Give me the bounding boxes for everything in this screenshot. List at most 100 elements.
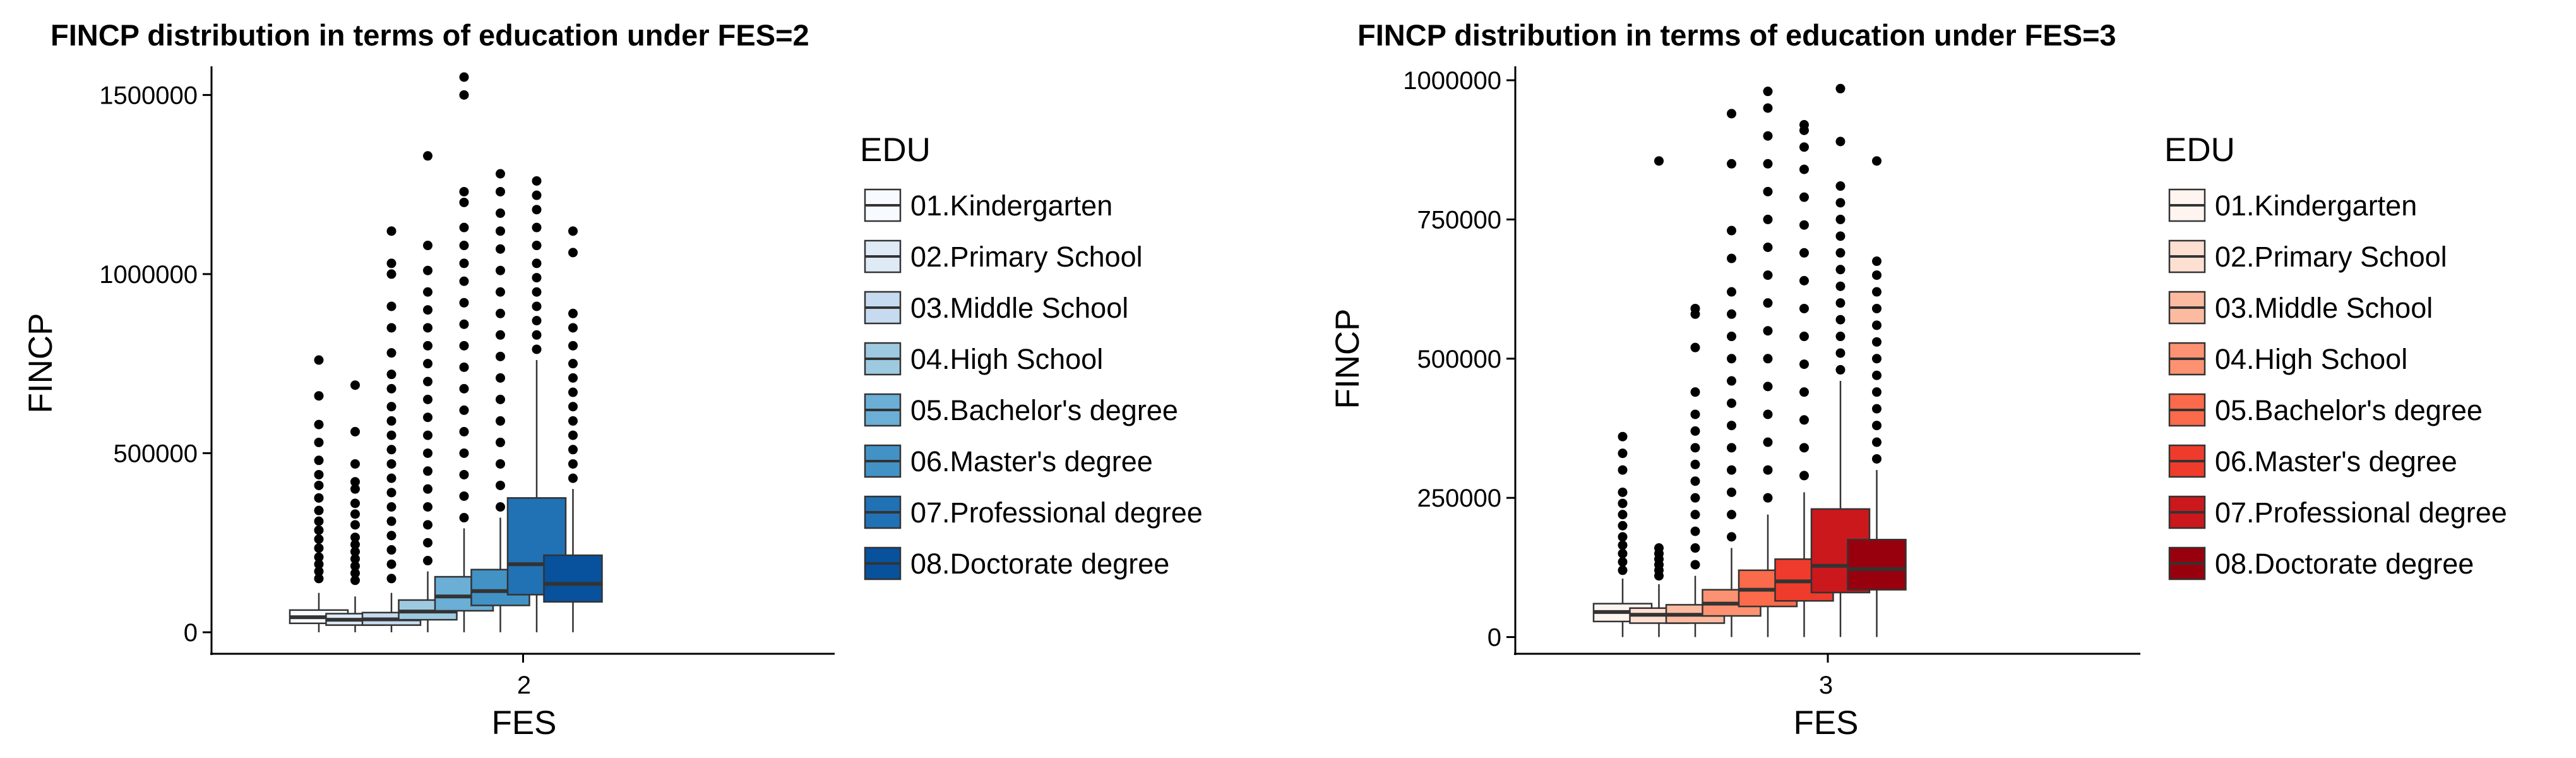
legend-label: 07.Professional degree: [2215, 496, 2507, 529]
outlier-point: [314, 567, 324, 577]
y-axis-title: FINCP: [1329, 309, 1366, 409]
box-2: [325, 380, 385, 632]
outlier-point: [1618, 431, 1628, 442]
legend-item-7: 07.Professional degree: [2168, 495, 2507, 529]
outlier-point: [1618, 532, 1628, 542]
outlier-point: [1690, 459, 1700, 469]
outlier-point: [423, 265, 432, 275]
box-8: [543, 226, 603, 632]
outlier-point: [496, 186, 505, 196]
outlier-point: [1727, 226, 1736, 236]
outlier-point: [1799, 415, 1809, 425]
outlier-point: [386, 258, 397, 268]
outlier-point: [1763, 87, 1773, 97]
outlier-point: [1727, 253, 1736, 263]
outlier-point: [1799, 332, 1809, 342]
outlier-point: [568, 373, 578, 383]
box-3: [361, 226, 422, 632]
outlier-point: [1690, 510, 1700, 520]
y-axis-ticks: 0 250000 500000 750000 1000000: [1403, 67, 1515, 652]
outlier-point: [350, 509, 360, 519]
outlier-point: [1618, 520, 1628, 531]
outlier-point: [423, 448, 432, 458]
box-1: [1592, 431, 1653, 637]
outlier-point: [1799, 164, 1809, 174]
outlier-point: [423, 538, 432, 548]
outlier-point: [386, 348, 397, 358]
outlier-point: [1799, 192, 1809, 202]
legend-item-5: 05.Bachelor's degree: [864, 393, 1178, 427]
outlier-point: [1618, 487, 1628, 497]
outlier-point: [1763, 131, 1773, 141]
outlier-point: [1727, 421, 1736, 431]
outlier-point: [1690, 526, 1700, 536]
outlier-point: [1690, 387, 1700, 397]
outlier-point: [423, 466, 432, 476]
outlier-point: [350, 520, 360, 530]
outlier-point: [1727, 443, 1736, 453]
legend-item-3: 03.Middle School: [2168, 291, 2433, 325]
outlier-point: [1727, 309, 1736, 319]
outlier-point: [532, 301, 542, 311]
outlier-point: [1727, 376, 1736, 386]
legend-label: 01.Kindergarten: [2215, 190, 2417, 222]
legend-item-2: 02.Primary School: [2168, 239, 2447, 274]
legend-label: 03.Middle School: [910, 292, 1128, 324]
outlier-point: [1763, 214, 1773, 224]
outlier-point: [1872, 287, 1881, 297]
outlier-point: [1618, 565, 1628, 575]
outlier-point: [350, 426, 360, 436]
box-4: [1702, 109, 1762, 637]
outlier-point: [350, 561, 360, 571]
outlier-point: [496, 226, 505, 236]
outlier-point: [1763, 103, 1773, 113]
outlier-point: [532, 273, 542, 283]
legend-item-4: 04.High School: [2168, 342, 2407, 376]
outlier-point: [1618, 557, 1628, 567]
outlier-point: [1835, 83, 1846, 93]
y-tick-label: 500000: [114, 440, 198, 467]
legend-label: 01.Kindergarten: [910, 190, 1112, 222]
outlier-point: [568, 387, 578, 397]
outlier-point: [1872, 354, 1881, 364]
outlier-point: [314, 391, 324, 401]
box-group: [289, 72, 603, 632]
legend-label: 06.Master's degree: [2215, 445, 2457, 478]
outlier-point: [314, 469, 324, 479]
outlier-point: [350, 459, 360, 469]
outlier-point: [1690, 493, 1700, 503]
legend-label: 03.Middle School: [2215, 292, 2433, 324]
outlier-point: [496, 437, 505, 447]
outlier-point: [568, 308, 578, 318]
legend-label: 02.Primary School: [2215, 241, 2447, 273]
outlier-point: [350, 546, 360, 556]
outlier-point: [1763, 270, 1773, 280]
outlier-point: [423, 502, 432, 512]
outlier-point: [496, 459, 505, 469]
outlier-point: [568, 473, 578, 483]
outlier-point: [496, 265, 505, 275]
outlier-point: [314, 552, 324, 562]
outlier-point: [568, 402, 578, 412]
outlier-point: [386, 516, 397, 526]
outlier-point: [1727, 354, 1736, 364]
outlier-point: [1727, 465, 1736, 475]
outlier-point: [314, 574, 324, 584]
outlier-point: [1727, 159, 1736, 169]
outlier-point: [1763, 326, 1773, 336]
legend-item-3: 03.Middle School: [864, 291, 1128, 325]
outlier-point: [1835, 136, 1846, 147]
outlier-point: [1727, 510, 1736, 520]
outlier-point: [350, 380, 360, 390]
outlier-point: [386, 459, 397, 469]
outlier-point: [386, 502, 397, 512]
outlier-point: [1872, 156, 1881, 166]
outlier-point: [532, 176, 542, 186]
outlier-point: [459, 426, 469, 436]
outlier-point: [1835, 181, 1846, 191]
outlier-point: [496, 351, 505, 361]
outlier-point: [1835, 198, 1846, 208]
axes-lines: [210, 66, 835, 663]
outlier-point: [1799, 303, 1809, 313]
